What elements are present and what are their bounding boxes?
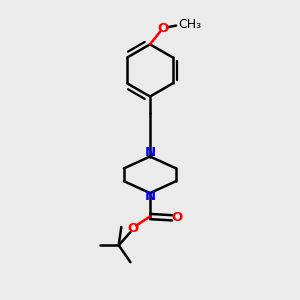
Text: O: O [158, 22, 169, 35]
Text: CH₃: CH₃ [179, 18, 202, 31]
Text: N: N [144, 146, 156, 159]
Text: O: O [128, 222, 139, 235]
Text: O: O [172, 211, 183, 224]
Text: N: N [144, 190, 156, 203]
